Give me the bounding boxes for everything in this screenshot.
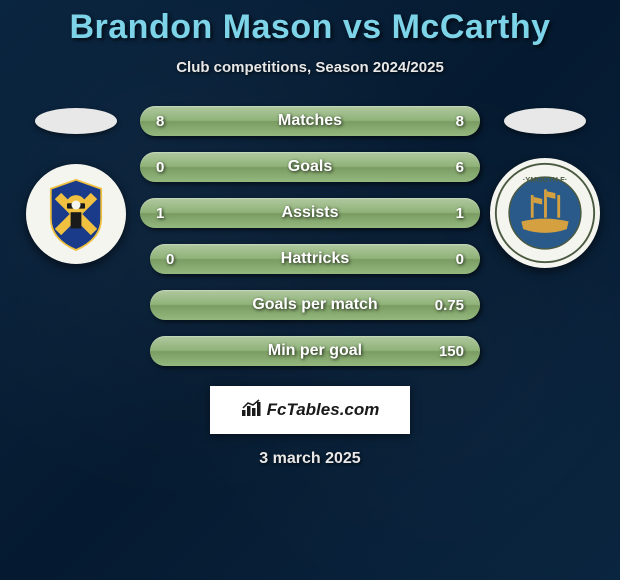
stat-bar: Min per goal 150 bbox=[150, 336, 480, 366]
stat-bar: 0 Goals 6 bbox=[140, 152, 480, 182]
stat-bar: 1 Assists 1 bbox=[140, 198, 480, 228]
left-club-crest-icon bbox=[26, 164, 126, 264]
stat-value-left: 0 bbox=[156, 159, 188, 176]
stat-label: Matches bbox=[278, 112, 342, 130]
stat-label: Assists bbox=[282, 204, 339, 222]
left-player-column bbox=[23, 104, 128, 264]
left-player-placeholder-icon bbox=[35, 108, 117, 134]
right-club-crest-icon: ·YMOUTH F· bbox=[490, 158, 600, 268]
stat-label: Goals bbox=[288, 158, 332, 176]
stats-column: 8 Matches 8 0 Goals 6 1 Assists 1 0 Hattricks 0 Goal… bbox=[140, 104, 480, 366]
right-player-placeholder-icon bbox=[504, 108, 586, 134]
stat-bar: 0 Hattricks 0 bbox=[150, 244, 480, 274]
brand-chart-icon bbox=[241, 399, 263, 422]
brand-box[interactable]: FcTables.com bbox=[210, 386, 410, 434]
brand-label: FcTables.com bbox=[267, 400, 380, 420]
stat-label: Min per goal bbox=[268, 342, 362, 360]
stat-value-right: 6 bbox=[432, 159, 464, 176]
stat-value-right: 0.75 bbox=[432, 297, 464, 314]
stat-value-right: 1 bbox=[432, 205, 464, 222]
stat-value-left: 0 bbox=[166, 251, 198, 268]
stat-bar: Goals per match 0.75 bbox=[150, 290, 480, 320]
stat-label: Hattricks bbox=[281, 250, 349, 268]
stat-value-right: 0 bbox=[432, 251, 464, 268]
right-player-column: ·YMOUTH F· bbox=[492, 104, 597, 268]
stat-bar: 8 Matches 8 bbox=[140, 106, 480, 136]
infographic-date: 3 march 2025 bbox=[259, 450, 360, 468]
comparison-section: 8 Matches 8 0 Goals 6 1 Assists 1 0 Hattricks 0 Goal… bbox=[0, 104, 620, 366]
page-title: Brandon Mason vs McCarthy bbox=[69, 8, 550, 47]
svg-text:·YMOUTH F·: ·YMOUTH F· bbox=[522, 175, 566, 184]
stat-value-right: 150 bbox=[432, 343, 464, 360]
stat-value-left: 1 bbox=[156, 205, 188, 222]
stat-value-right: 8 bbox=[432, 113, 464, 130]
season-subtitle: Club competitions, Season 2024/2025 bbox=[176, 59, 444, 76]
stat-value-left: 8 bbox=[156, 113, 188, 130]
stat-label: Goals per match bbox=[252, 296, 377, 314]
